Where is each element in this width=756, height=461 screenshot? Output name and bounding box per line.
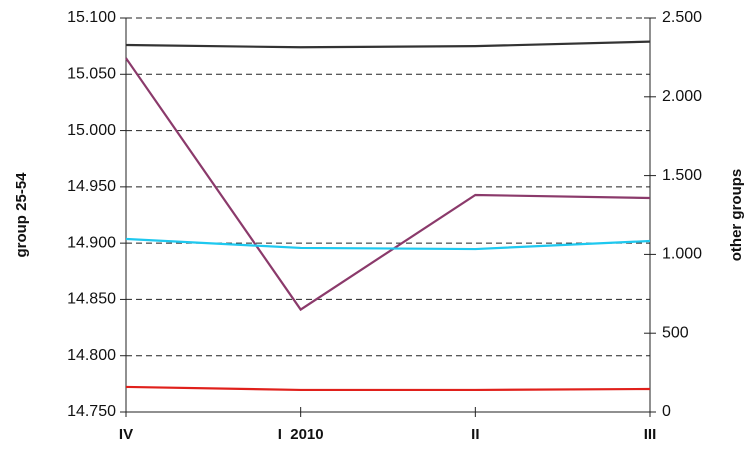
y2-tick-label: 0 bbox=[662, 403, 671, 420]
line-series bbox=[125, 40, 651, 49]
y-axis-label: group 25-54 bbox=[13, 172, 30, 258]
y2-tick-label: 1.500 bbox=[662, 167, 702, 184]
y2-axis-label: other groups bbox=[728, 169, 745, 262]
y-tick-label: 14.750 bbox=[67, 403, 116, 420]
x-tick-label: I 2010 bbox=[278, 426, 324, 443]
y-tick-label: 14.850 bbox=[67, 291, 116, 308]
x-tick-label: III bbox=[644, 426, 657, 443]
y-tick-label: 14.950 bbox=[67, 178, 116, 195]
y2-tick-label: 500 bbox=[662, 324, 689, 341]
x-tick-label: II bbox=[471, 426, 479, 443]
y-tick-label: 14.900 bbox=[67, 234, 116, 251]
y2-tick-label: 1.000 bbox=[662, 246, 702, 263]
line-series bbox=[125, 237, 651, 251]
y-tick-label: 15.000 bbox=[67, 122, 116, 139]
x-tick-label: IV bbox=[119, 426, 133, 443]
line-series bbox=[125, 57, 651, 312]
y2-tick-label: 2.500 bbox=[662, 9, 702, 26]
y2-tick-label: 2.000 bbox=[662, 88, 702, 105]
y-tick-label: 15.050 bbox=[67, 66, 116, 83]
line-series bbox=[125, 385, 651, 392]
y-tick-label: 15.100 bbox=[67, 9, 116, 26]
y-tick-label: 14.800 bbox=[67, 347, 116, 364]
